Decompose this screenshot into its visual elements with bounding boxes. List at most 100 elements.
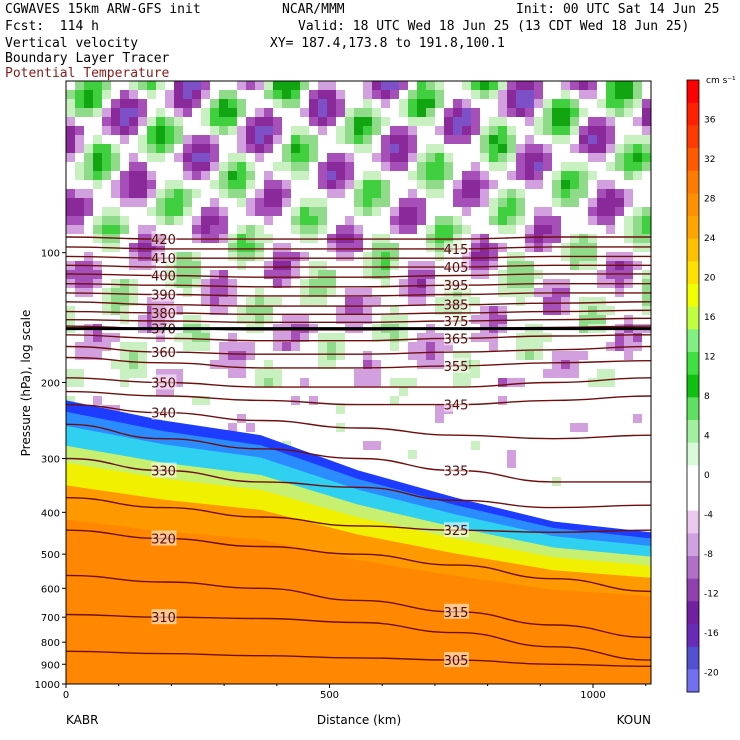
velocity-cell xyxy=(327,162,336,171)
velocity-cell xyxy=(372,333,381,342)
velocity-cell xyxy=(444,162,453,171)
velocity-cell xyxy=(426,189,435,198)
velocity-cell xyxy=(138,108,147,117)
velocity-cell xyxy=(516,99,525,108)
velocity-cell xyxy=(471,369,480,378)
velocity-cell xyxy=(525,180,534,189)
velocity-cell xyxy=(336,135,345,144)
isentrope-label-bg xyxy=(151,404,177,420)
velocity-cell xyxy=(399,108,408,117)
velocity-cell xyxy=(525,99,534,108)
velocity-cell xyxy=(228,117,237,126)
colorbar-label: -12 xyxy=(704,589,719,599)
velocity-cell xyxy=(255,144,264,153)
isentrope-label-350: 350 xyxy=(151,377,176,392)
velocity-cell xyxy=(354,135,363,144)
velocity-cell xyxy=(210,297,219,306)
colorbar-swatch xyxy=(687,352,699,376)
velocity-cell xyxy=(327,117,336,126)
velocity-cell xyxy=(516,171,525,180)
velocity-cell xyxy=(345,153,354,162)
velocity-cell xyxy=(354,306,363,315)
velocity-cell xyxy=(345,171,354,180)
velocity-cell xyxy=(228,351,237,360)
velocity-cell xyxy=(363,252,372,261)
velocity-cell xyxy=(435,126,444,135)
colorbar-label: 28 xyxy=(704,194,716,204)
velocity-cell xyxy=(606,342,615,351)
isentrope-label-320: 320 xyxy=(151,533,176,548)
velocity-cell xyxy=(264,108,273,117)
velocity-cell xyxy=(183,288,192,297)
velocity-cell xyxy=(309,396,318,405)
velocity-cell xyxy=(498,144,507,153)
velocity-cell xyxy=(507,378,516,387)
velocity-cell xyxy=(201,279,210,288)
velocity-cell xyxy=(291,216,300,225)
velocity-cell xyxy=(417,207,426,216)
velocity-cell xyxy=(444,126,453,135)
velocity-cell xyxy=(435,216,444,225)
velocity-cell xyxy=(336,252,345,261)
velocity-cell xyxy=(183,90,192,99)
velocity-cell xyxy=(291,162,300,171)
velocity-cell xyxy=(129,261,138,270)
velocity-cell xyxy=(561,306,570,315)
velocity-cell xyxy=(219,117,228,126)
velocity-cell xyxy=(309,117,318,126)
velocity-cell xyxy=(462,108,471,117)
velocity-cell xyxy=(75,108,84,117)
velocity-cell xyxy=(615,189,624,198)
velocity-cell xyxy=(624,153,633,162)
velocity-cell xyxy=(201,144,210,153)
velocity-cell xyxy=(273,162,282,171)
velocity-cell xyxy=(84,351,93,360)
velocity-cell xyxy=(408,135,417,144)
velocity-cell xyxy=(147,243,156,252)
velocity-cell xyxy=(129,81,138,90)
velocity-cell xyxy=(534,144,543,153)
velocity-cell xyxy=(291,342,300,351)
velocity-cell xyxy=(264,144,273,153)
velocity-cell xyxy=(210,135,219,144)
velocity-cell xyxy=(219,270,228,279)
velocity-cell xyxy=(381,252,390,261)
velocity-cell xyxy=(480,153,489,162)
velocity-cell xyxy=(642,216,651,225)
isentrope-label-400: 400 xyxy=(151,270,176,285)
velocity-cell xyxy=(300,288,309,297)
velocity-cell xyxy=(399,144,408,153)
velocity-cell xyxy=(255,207,264,216)
velocity-cell xyxy=(480,270,489,279)
velocity-cell xyxy=(345,252,354,261)
velocity-cell xyxy=(390,396,399,405)
velocity-cell xyxy=(111,144,120,153)
velocity-cell xyxy=(516,297,525,306)
velocity-cell xyxy=(525,81,534,90)
velocity-cell xyxy=(318,126,327,135)
velocity-cell xyxy=(255,369,264,378)
header-field-potential-temperature: Potential Temperature xyxy=(5,66,170,81)
velocity-cell xyxy=(102,144,111,153)
velocity-cell xyxy=(462,207,471,216)
velocity-cell xyxy=(282,144,291,153)
velocity-cell xyxy=(147,135,156,144)
velocity-cell xyxy=(606,162,615,171)
velocity-cell xyxy=(120,189,129,198)
velocity-cell xyxy=(273,180,282,189)
velocity-cell xyxy=(606,108,615,117)
velocity-cell xyxy=(147,225,156,234)
velocity-cell xyxy=(84,171,93,180)
velocity-cell xyxy=(516,153,525,162)
velocity-cell xyxy=(435,342,444,351)
velocity-cell xyxy=(201,288,210,297)
boundary-layer-tracer-field xyxy=(66,400,651,684)
velocity-cell xyxy=(534,99,543,108)
velocity-cell xyxy=(102,207,111,216)
isentrope-label-415: 415 xyxy=(444,243,469,258)
velocity-cell xyxy=(120,279,129,288)
velocity-cell xyxy=(264,306,273,315)
velocity-cell xyxy=(129,288,138,297)
velocity-cell xyxy=(291,171,300,180)
velocity-cell xyxy=(129,243,138,252)
